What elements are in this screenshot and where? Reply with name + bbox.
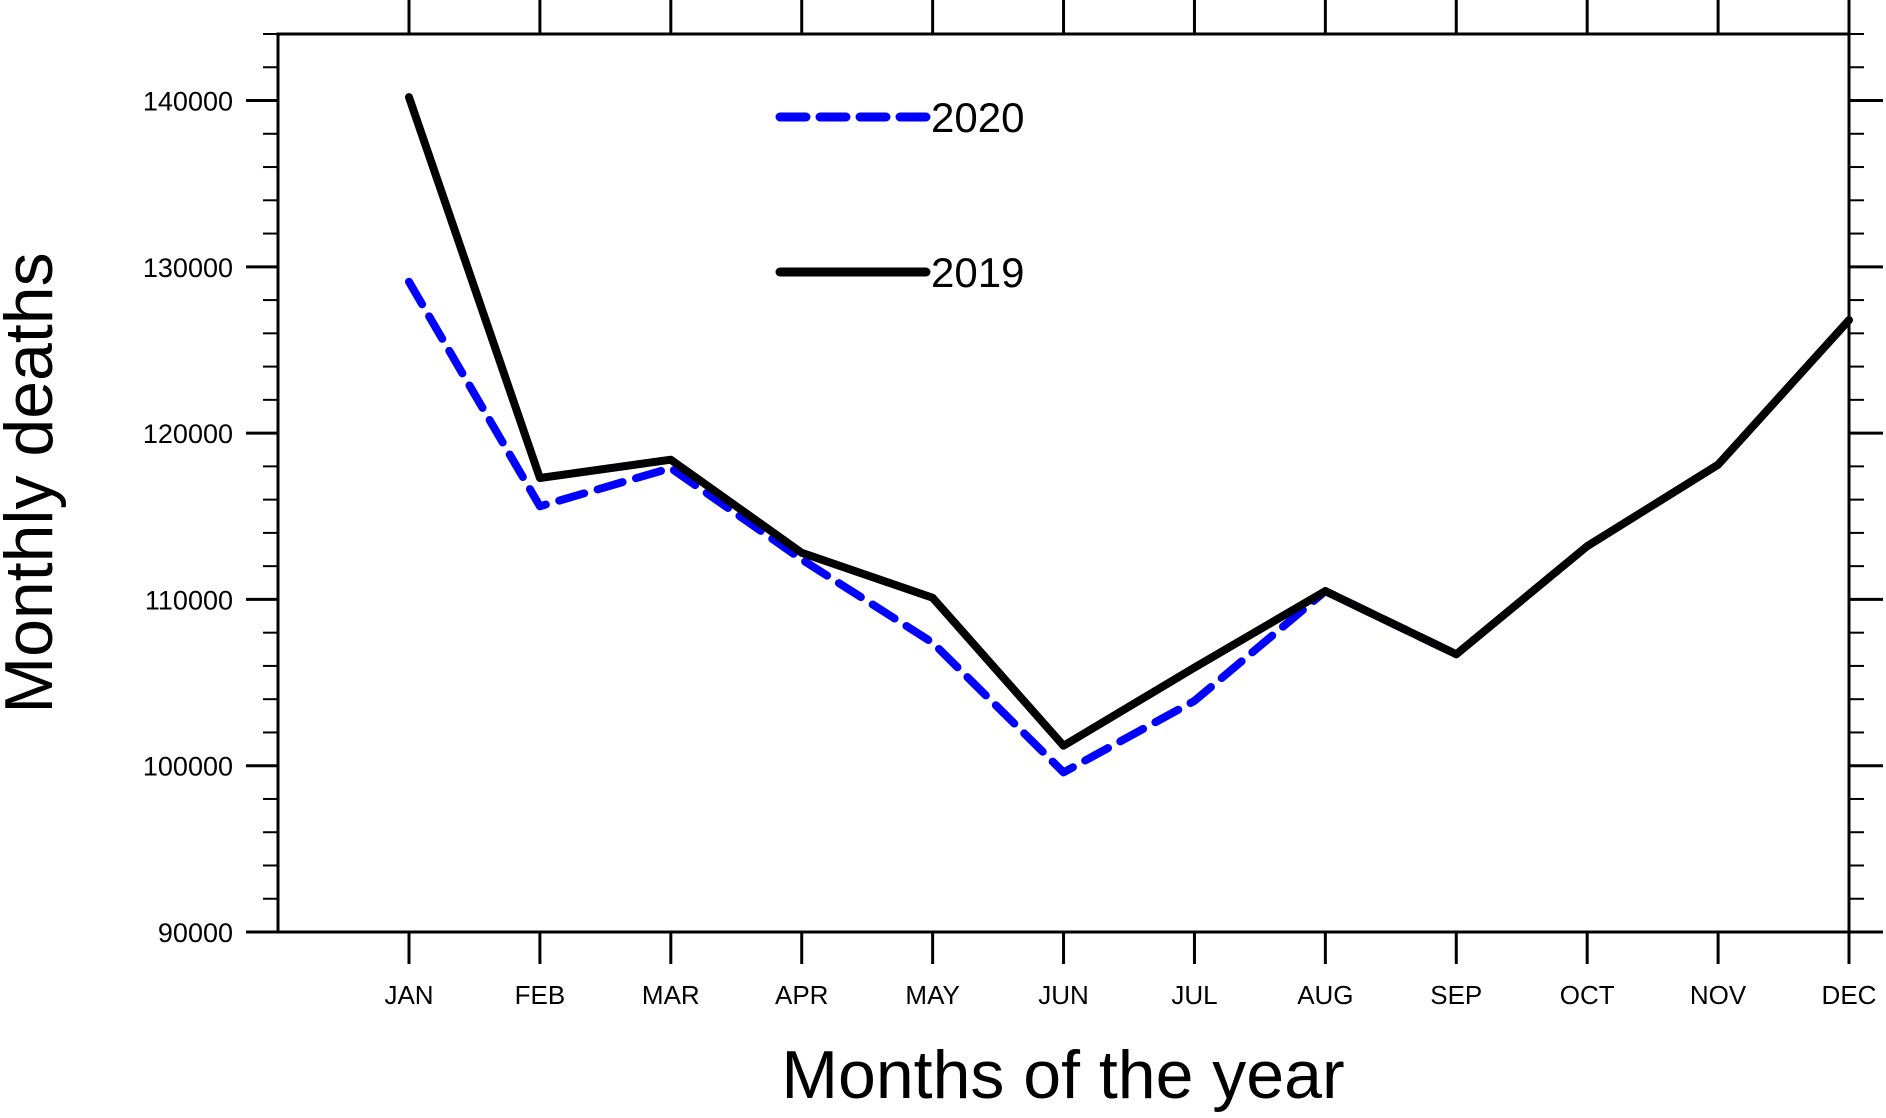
series-line-2019: [405, 93, 1853, 750]
x-axis-title: Months of the year: [781, 1037, 1344, 1113]
x-tick-label: JUN: [1038, 980, 1089, 1010]
x-tick-label: NOV: [1690, 980, 1747, 1010]
x-tick-label: FEB: [515, 980, 566, 1010]
series-lines: [405, 93, 1853, 777]
x-tick-label: JUL: [1171, 980, 1217, 1010]
x-tick-label: APR: [775, 980, 828, 1010]
x-tick-label: SEP: [1430, 980, 1482, 1010]
x-tick-label: JAN: [384, 980, 433, 1010]
legend-label-2019: 2019: [931, 249, 1024, 296]
y-tick-label: 100000: [143, 752, 233, 782]
plot-frame: [276, 32, 1851, 934]
y-tick-label: 90000: [158, 918, 233, 948]
series-line-2020: [405, 277, 1461, 777]
y-tick-label: 110000: [145, 585, 233, 615]
x-tick-label: OCT: [1560, 980, 1615, 1010]
y-tick-label: 130000: [143, 253, 233, 283]
y-axis-title: Monthly deaths: [0, 252, 67, 713]
y-tick-label: 140000: [143, 87, 233, 117]
x-tick-label: DEC: [1822, 980, 1877, 1010]
x-tick-label: MAY: [905, 980, 959, 1010]
x-tick-label: AUG: [1297, 980, 1353, 1010]
legend-label-2020: 2020: [931, 94, 1024, 141]
axes: 90000 100000 110000 120000 130000 140000 JAN FE…: [143, 0, 1883, 1010]
legend: 2020 2019: [775, 94, 1024, 296]
y-tick-label: 120000: [143, 419, 233, 449]
x-tick-label: MAR: [642, 980, 700, 1010]
